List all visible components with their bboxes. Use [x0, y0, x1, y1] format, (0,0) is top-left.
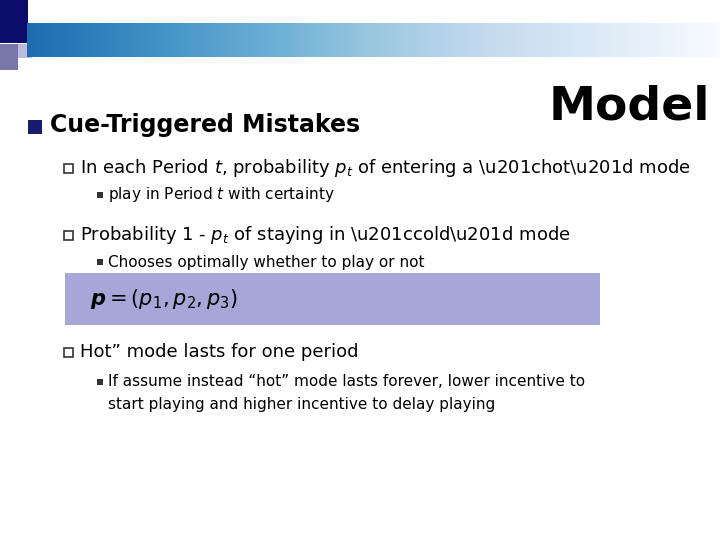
FancyBboxPatch shape: [63, 164, 73, 172]
FancyBboxPatch shape: [65, 273, 600, 325]
Text: start playing and higher incentive to delay playing: start playing and higher incentive to de…: [108, 396, 495, 411]
Text: Cue-Triggered Mistakes: Cue-Triggered Mistakes: [50, 113, 360, 137]
FancyBboxPatch shape: [0, 44, 18, 70]
FancyBboxPatch shape: [0, 0, 28, 43]
FancyBboxPatch shape: [28, 120, 42, 134]
FancyBboxPatch shape: [97, 259, 103, 265]
Text: Hot” mode lasts for one period: Hot” mode lasts for one period: [80, 343, 359, 361]
Text: In each Period $t$, probability $p_t$ of entering a \u201chot\u201d mode: In each Period $t$, probability $p_t$ of…: [80, 157, 691, 179]
FancyBboxPatch shape: [18, 44, 32, 58]
Text: If assume instead “hot” mode lasts forever, lower incentive to: If assume instead “hot” mode lasts forev…: [108, 375, 585, 389]
Text: Model: Model: [549, 85, 710, 130]
FancyBboxPatch shape: [97, 192, 103, 198]
FancyBboxPatch shape: [63, 231, 73, 240]
FancyBboxPatch shape: [97, 379, 103, 385]
Text: Chooses optimally whether to play or not: Chooses optimally whether to play or not: [108, 254, 425, 269]
Text: $\boldsymbol{p} = (p_1, p_2, p_3)$: $\boldsymbol{p} = (p_1, p_2, p_3)$: [90, 287, 238, 311]
Text: play in Period $t$ with certainty: play in Period $t$ with certainty: [108, 186, 335, 205]
Text: Probability 1 - $p_t$ of staying in \u201ccold\u201d mode: Probability 1 - $p_t$ of staying in \u20…: [80, 224, 570, 246]
FancyBboxPatch shape: [63, 348, 73, 356]
